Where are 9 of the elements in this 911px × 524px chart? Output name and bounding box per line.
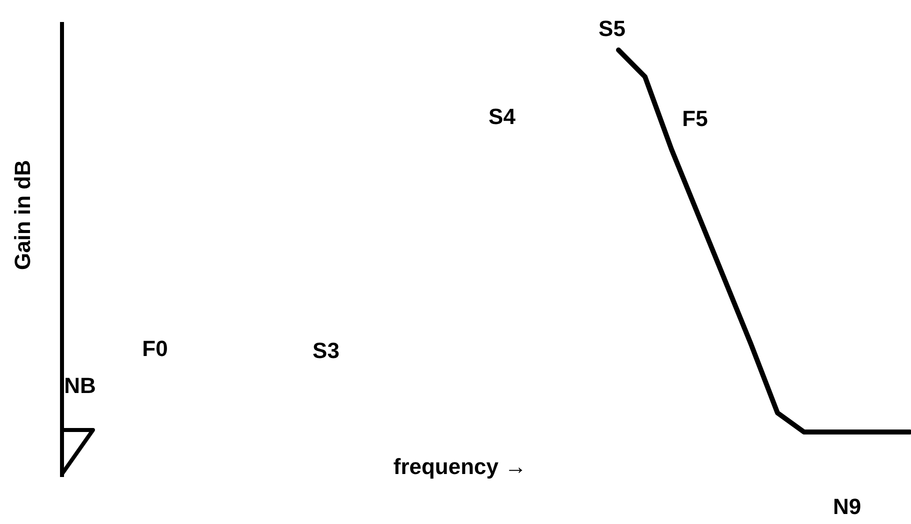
annotation: S4 — [488, 104, 516, 130]
annotation: S3 — [312, 338, 340, 364]
y-axis-title: Gain in dB — [10, 160, 36, 270]
annotation: F0 — [142, 336, 168, 362]
x-axis-title: frequency → — [393, 454, 527, 480]
annotation: NB — [64, 373, 96, 398]
annotation: F5 — [682, 106, 708, 132]
text: S5 — [598, 16, 626, 42]
text: N9 — [832, 494, 862, 520]
